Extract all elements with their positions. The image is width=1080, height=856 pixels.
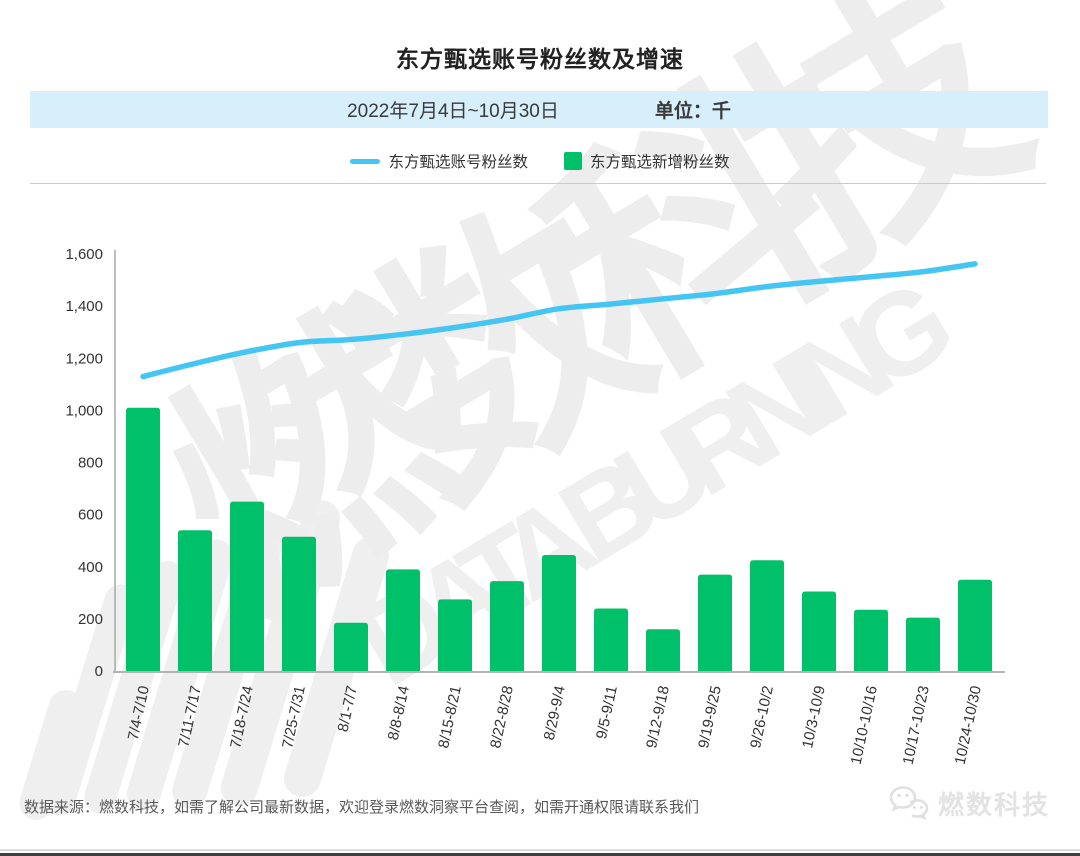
svg-text:7/25-7/31: 7/25-7/31 bbox=[279, 684, 309, 750]
bottom-edge bbox=[0, 853, 1080, 856]
combo-chart: 0 200 400 600 800 1,000 1,200 1,400 1,600 7/4-7/1… bbox=[65, 246, 1005, 766]
svg-text:400: 400 bbox=[78, 559, 103, 576]
svg-text:8/29-9/4: 8/29-9/4 bbox=[541, 684, 569, 741]
svg-text:7/18-7/24: 7/18-7/24 bbox=[227, 684, 257, 750]
svg-text:8/22-8/28: 8/22-8/28 bbox=[487, 684, 517, 750]
legend-bar-label: 东方甄选新增粉丝数 bbox=[590, 154, 730, 171]
date-range: 2022年7月4日~10月30日 bbox=[347, 101, 559, 122]
legend-line-label: 东方甄选账号粉丝数 bbox=[388, 154, 528, 171]
svg-text:10/10-10/16: 10/10-10/16 bbox=[848, 684, 881, 766]
legend-item-bar: 东方甄选新增粉丝数 bbox=[564, 150, 730, 172]
svg-text:7/11-7/17: 7/11-7/17 bbox=[175, 684, 205, 748]
svg-text:800: 800 bbox=[78, 455, 103, 472]
svg-text:1,000: 1,000 bbox=[65, 402, 103, 419]
wechat-icon bbox=[889, 786, 929, 820]
bottom-hairline bbox=[0, 849, 1080, 851]
subtitle-band: 2022年7月4日~10月30日 单位：千 bbox=[30, 91, 1048, 128]
svg-text:8/15-8/21: 8/15-8/21 bbox=[435, 684, 465, 750]
svg-text:1,200: 1,200 bbox=[65, 350, 103, 367]
brand-logo: 燃数科技 bbox=[888, 784, 1050, 822]
page-title: 东方甄选账号粉丝数及增速 bbox=[396, 46, 684, 72]
svg-text:200: 200 bbox=[78, 611, 103, 628]
svg-text:9/19-9/25: 9/19-9/25 bbox=[695, 684, 725, 750]
svg-text:1,600: 1,600 bbox=[65, 246, 103, 263]
header-separator bbox=[30, 183, 1046, 184]
chart-legend: 东方甄选账号粉丝数 东方甄选新增粉丝数 bbox=[0, 149, 1080, 173]
svg-text:9/26-10/2: 9/26-10/2 bbox=[747, 684, 777, 750]
svg-text:1,400: 1,400 bbox=[65, 298, 103, 315]
svg-text:0: 0 bbox=[95, 663, 103, 680]
svg-text:8/1-7/7: 8/1-7/7 bbox=[335, 684, 361, 733]
svg-text:9/12-9/18: 9/12-9/18 bbox=[643, 684, 673, 750]
svg-text:600: 600 bbox=[78, 507, 103, 524]
legend-item-line: 东方甄选账号粉丝数 bbox=[350, 150, 528, 172]
data-source-note: 数据来源：燃数科技，如需了解公司最新数据，欢迎登录燃数洞察平台查阅，如需开通权限… bbox=[24, 799, 700, 816]
svg-text:7/4-7/10: 7/4-7/10 bbox=[125, 684, 153, 741]
svg-text:8/8-8/14: 8/8-8/14 bbox=[385, 684, 413, 741]
bar-swatch bbox=[564, 152, 582, 170]
svg-text:10/17-10/23: 10/17-10/23 bbox=[900, 684, 933, 766]
svg-text:10/3-10/9: 10/3-10/9 bbox=[799, 684, 829, 750]
brand-name: 燃数科技 bbox=[938, 789, 1051, 820]
unit-label: 单位：千 bbox=[654, 101, 731, 122]
line-swatch bbox=[350, 158, 381, 164]
svg-text:10/24-10/30: 10/24-10/30 bbox=[952, 684, 985, 766]
svg-text:9/5-9/11: 9/5-9/11 bbox=[593, 684, 621, 740]
